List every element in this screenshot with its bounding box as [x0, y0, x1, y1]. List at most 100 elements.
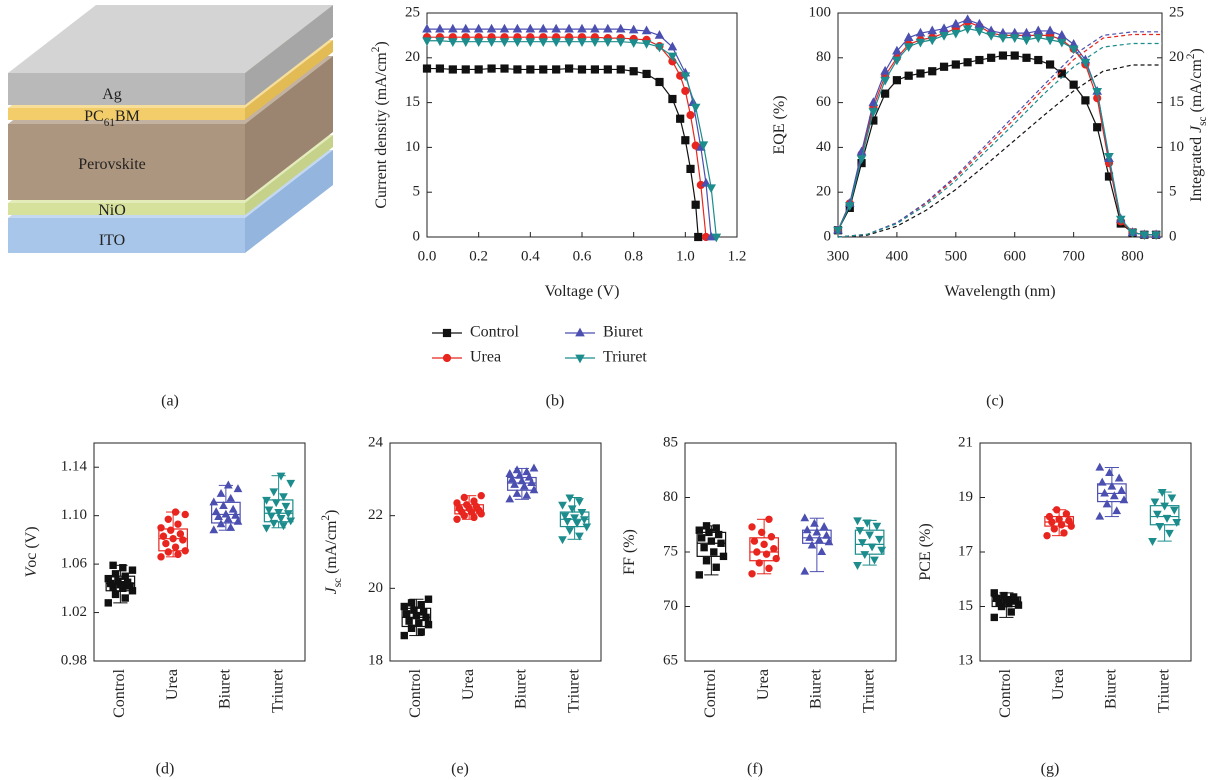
marker — [109, 561, 117, 570]
layer-label: Ag — [102, 86, 122, 103]
marker — [880, 76, 890, 86]
marker — [590, 23, 600, 33]
marker — [266, 512, 276, 521]
marker — [169, 534, 177, 543]
marker — [1045, 25, 1055, 35]
marker — [499, 23, 510, 33]
marker — [174, 550, 182, 559]
axis-label: Current density (mA/cm2) — [370, 41, 390, 208]
marker — [558, 501, 567, 510]
marker — [987, 53, 996, 62]
marker — [171, 508, 180, 516]
integrated-line — [837, 64, 1162, 238]
marker — [226, 522, 236, 531]
marker — [281, 502, 291, 511]
marker — [711, 233, 722, 243]
marker — [758, 528, 766, 537]
marker — [1172, 518, 1182, 527]
axis-label: EQE (%) — [771, 95, 788, 154]
marker — [865, 531, 874, 540]
ag-side — [245, 5, 333, 105]
label-part: V — [23, 566, 40, 578]
marker — [824, 537, 834, 546]
marker — [410, 606, 418, 614]
marker — [121, 572, 129, 580]
marker — [1055, 515, 1063, 523]
marker — [233, 516, 243, 525]
marker — [1114, 473, 1124, 482]
marker — [1007, 608, 1015, 616]
marker — [123, 578, 132, 586]
marker — [807, 540, 817, 549]
marker — [209, 525, 219, 534]
marker — [448, 23, 458, 33]
marker — [1119, 495, 1129, 504]
marker — [748, 523, 756, 531]
x-tick-label: Control — [407, 668, 424, 717]
marker — [810, 518, 819, 527]
marker — [157, 553, 165, 561]
marker — [435, 37, 445, 47]
label-part: 2 — [1185, 54, 1197, 60]
label-part: BM — [115, 108, 140, 125]
marker — [654, 43, 665, 53]
marker — [951, 18, 961, 28]
marker — [473, 38, 484, 48]
marker — [654, 30, 665, 39]
marker — [582, 523, 592, 532]
marker — [407, 624, 416, 632]
marker — [695, 571, 703, 579]
marker — [860, 551, 870, 560]
marker — [442, 353, 452, 363]
marker — [765, 515, 773, 523]
marker — [262, 496, 271, 505]
plot-frame — [389, 442, 602, 662]
panel-label: (d) — [156, 761, 175, 778]
marker — [512, 465, 522, 474]
marker — [1045, 512, 1054, 521]
marker — [667, 52, 678, 62]
label-part: Perovskite — [78, 156, 146, 173]
marker — [1148, 538, 1157, 546]
marker — [700, 543, 708, 552]
x-tick-label: 0.0 — [418, 248, 437, 264]
axis-label: Voc (V) — [23, 526, 40, 577]
marker — [223, 514, 233, 523]
marker — [750, 537, 759, 545]
marker — [770, 545, 778, 553]
marker — [575, 354, 585, 364]
marker — [1045, 60, 1055, 69]
marker — [422, 23, 432, 33]
marker — [857, 539, 867, 548]
label-part: Wavelength (nm) — [944, 283, 1055, 300]
marker — [524, 472, 534, 481]
marker — [460, 38, 471, 48]
x-tick-label: Biuret — [513, 668, 530, 709]
legend-label: Triuret — [603, 349, 647, 366]
layer-stack — [8, 5, 333, 253]
marker — [577, 508, 587, 517]
box — [211, 501, 241, 524]
marker — [819, 522, 829, 530]
marker — [998, 34, 1008, 43]
marker — [844, 202, 855, 211]
x-tick-label: 0.4 — [521, 248, 540, 264]
marker — [1021, 36, 1032, 46]
marker — [271, 499, 281, 508]
ag-top — [8, 5, 333, 73]
marker — [453, 515, 461, 523]
marker — [221, 509, 231, 518]
x-tick-label: Biuret — [808, 668, 825, 709]
marker — [400, 631, 408, 640]
marker — [1160, 502, 1169, 511]
marker — [422, 64, 432, 73]
marker — [402, 610, 411, 618]
marker — [527, 478, 536, 487]
y-tick-label: 0.98 — [61, 652, 87, 668]
label-part: Current density (mA/cm — [373, 52, 390, 209]
marker — [179, 536, 187, 544]
marker — [1152, 510, 1162, 519]
x-tick-label: 500 — [945, 248, 968, 264]
marker — [176, 530, 185, 538]
marker — [1095, 462, 1105, 471]
